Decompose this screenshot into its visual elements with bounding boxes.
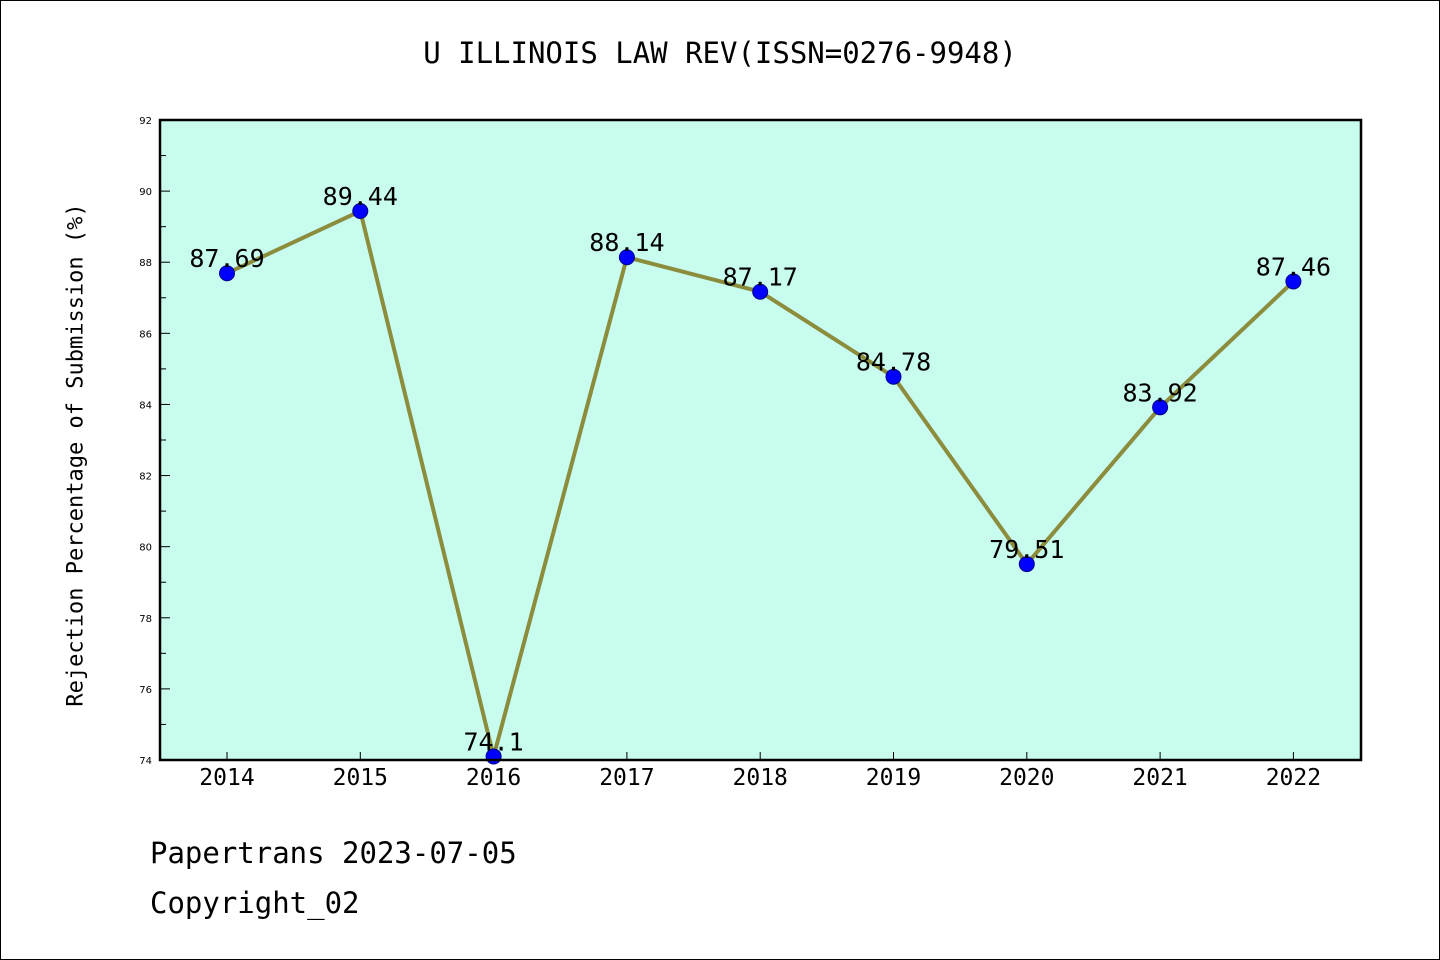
data-point (618, 249, 635, 266)
y-tick-label: 78 (139, 614, 152, 625)
y-tick-label: 84 (139, 400, 152, 411)
data-label: 74.1 (463, 727, 523, 756)
data-label: 87.17 (723, 263, 798, 292)
data-label: 87.69 (189, 244, 264, 273)
data-label: 83.92 (1122, 378, 1197, 407)
x-tick-label: 2014 (199, 765, 254, 791)
data-label: 84.78 (856, 348, 931, 377)
x-tick-label: 2020 (999, 765, 1054, 791)
plot-border (158, 118, 1363, 762)
plot-area (160, 120, 1361, 760)
footer-date: Papertrans 2023-07-05 (150, 836, 517, 870)
y-tick-label: 90 (139, 187, 152, 198)
y-tick-label: 74 (139, 756, 152, 767)
y-tick-label: 88 (139, 258, 152, 269)
data-point (1152, 399, 1169, 416)
data-label: 89.44 (323, 182, 398, 211)
x-tick-label: 2022 (1266, 765, 1321, 791)
data-point (352, 203, 369, 220)
data-point (1285, 273, 1302, 290)
y-tick-label: 76 (139, 685, 152, 696)
data-point (1018, 556, 1035, 573)
x-tick-label: 2021 (1132, 765, 1187, 791)
x-tick-label: 2015 (333, 765, 388, 791)
data-point (219, 265, 235, 282)
y-tick-label: 86 (139, 329, 152, 340)
data-label: 88.14 (589, 228, 664, 257)
data-point (752, 283, 769, 300)
y-tick-label: 92 (139, 116, 152, 127)
y-tick-label: 82 (139, 472, 152, 483)
chart-title: U ILLINOIS LAW REV(ISSN=0276-9948) (423, 36, 1017, 70)
x-tick-label: 2017 (599, 765, 654, 791)
x-tick-label: 2019 (866, 765, 921, 791)
x-tick-label: 2016 (466, 765, 521, 791)
footer-copyright: Copyright_02 (150, 886, 360, 920)
data-point (885, 368, 902, 385)
data-label: 87.46 (1256, 252, 1331, 281)
data-label: 79.51 (989, 535, 1064, 564)
y-tick-label: 80 (139, 543, 152, 554)
x-tick-label: 2018 (733, 765, 788, 791)
